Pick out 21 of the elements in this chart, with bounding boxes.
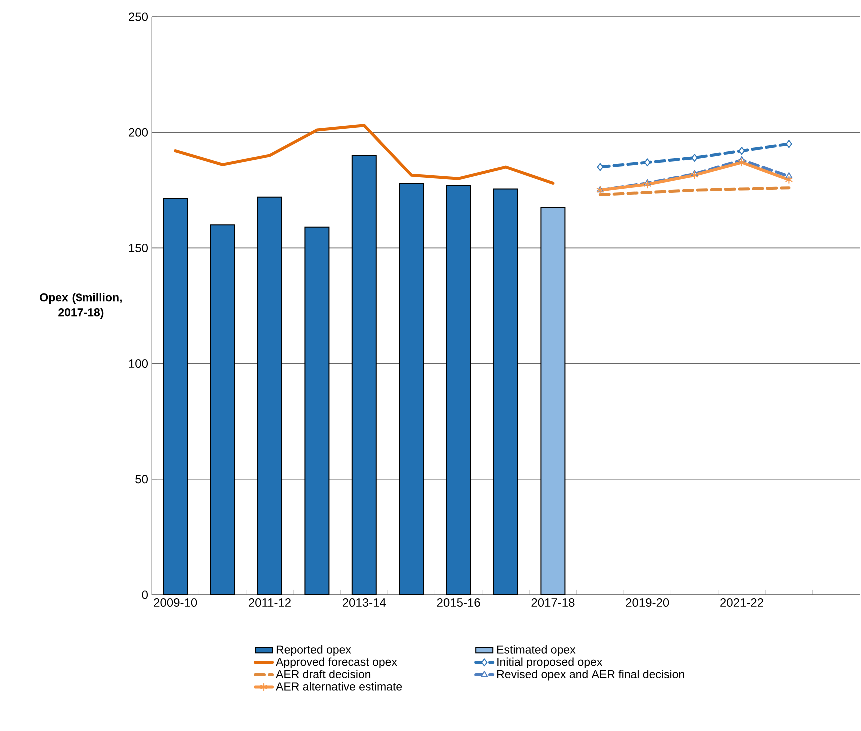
legend-label: AER alternative estimate [276, 682, 402, 691]
y-axis-title: Opex ($million, 2017-18) [40, 293, 122, 319]
x-tick-label: 2021-22 [720, 598, 764, 608]
y-tick-label: 50 [136, 475, 148, 484]
x-tick-label: 2013-14 [342, 598, 386, 608]
legend-label: Initial proposed opex [498, 658, 603, 668]
x-tick-label: 2011-12 [249, 598, 291, 608]
x-tick-label: 2017-18 [532, 598, 575, 608]
y-tick-label: 200 [129, 128, 148, 137]
legend-label: Reported opex [276, 645, 352, 656]
legend-label: Estimated opex [498, 645, 576, 656]
y-tick-label: 150 [129, 244, 148, 252]
x-tick-label: 2015-16 [437, 598, 480, 608]
legend-label: Revised opex and AER final decision [498, 670, 684, 681]
x-tick-label: 2019-20 [626, 598, 670, 608]
y-tick-label: 100 [129, 360, 148, 368]
y-tick-label: 0 [142, 590, 148, 600]
legend-label: AER draft decision [276, 670, 371, 678]
y-tick-label: 250 [129, 12, 148, 22]
x-tick-label: 2009-10 [154, 598, 198, 608]
legend-label: Approved forecast opex [276, 658, 398, 668]
